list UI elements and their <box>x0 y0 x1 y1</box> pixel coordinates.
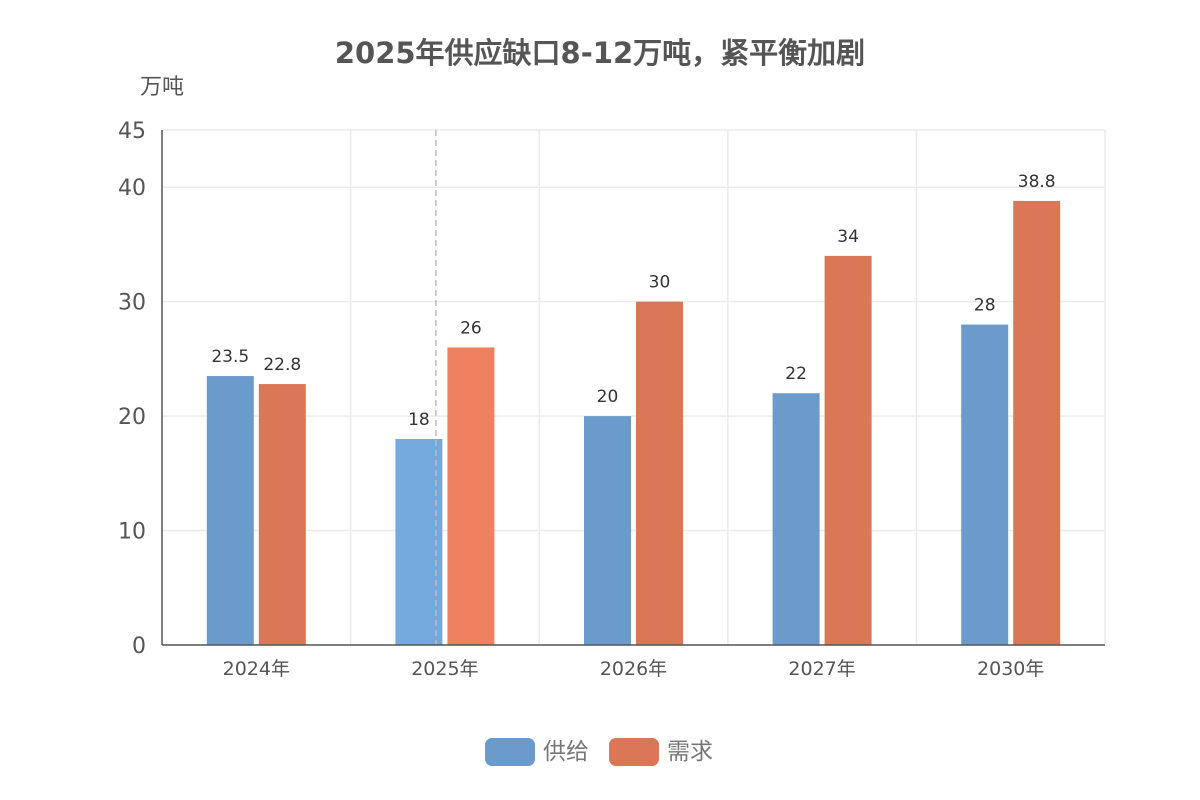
bar-demand <box>636 301 683 645</box>
data-label: 30 <box>649 273 671 293</box>
data-label: 28 <box>974 296 996 316</box>
bar-demand <box>447 347 495 645</box>
legend-swatch <box>485 738 535 766</box>
data-label: 22.8 <box>263 355 301 375</box>
x-tick-label: 2025年 <box>411 658 478 680</box>
x-tick-label: 2026年 <box>600 658 667 680</box>
y-tick-label: 10 <box>118 520 146 545</box>
y-tick-label: 0 <box>132 634 146 659</box>
legend-swatch <box>609 738 659 766</box>
x-tick-label: 2027年 <box>788 658 855 680</box>
bar-demand <box>1013 200 1061 645</box>
y-tick-label: 30 <box>118 291 146 316</box>
chart-title: 2025年供应缺口8-12万吨，紧平衡加剧 <box>335 36 865 70</box>
bar-demand <box>258 384 306 645</box>
bar-supply <box>584 416 631 645</box>
y-tick-label: 20 <box>118 405 146 430</box>
grid-lines <box>162 129 1106 645</box>
bar-supply <box>395 439 443 645</box>
data-label: 22 <box>785 364 807 384</box>
data-label: 38.8 <box>1018 172 1056 192</box>
bar-supply <box>961 324 1009 645</box>
data-label: 20 <box>597 387 619 407</box>
bars: 23.5 22.8 18 26 20 30 22 34 28 38.8 <box>206 130 1061 645</box>
y-tick-label: 45 <box>118 119 146 144</box>
y-axis-unit-label: 万吨 <box>140 75 184 100</box>
data-label: 18 <box>408 410 430 430</box>
axes: 0 10 20 30 40 45 2024年 2025年 2026年 2027年 2030年 <box>118 119 1105 680</box>
legend: 供给 需求 <box>485 738 713 766</box>
bar-supply <box>772 393 820 645</box>
y-tick-label: 40 <box>118 176 146 201</box>
x-tick-label: 2030年 <box>977 658 1044 680</box>
bar-demand <box>824 255 872 645</box>
data-label: 34 <box>837 227 859 247</box>
x-tick-label: 2024年 <box>223 658 290 680</box>
legend-label: 供给 <box>543 739 589 765</box>
data-label: 26 <box>460 318 482 338</box>
data-label: 23.5 <box>211 347 249 367</box>
legend-label: 需求 <box>667 739 713 765</box>
bar-supply <box>206 376 254 645</box>
